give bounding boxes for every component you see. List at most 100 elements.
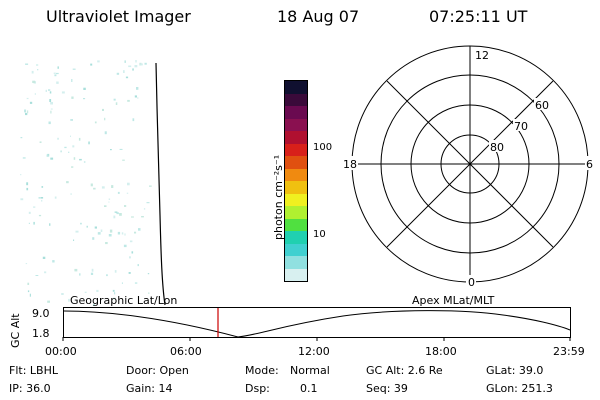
emission-dot xyxy=(20,137,23,139)
emission-dot xyxy=(94,121,97,124)
timeline-ymin: 1.8 xyxy=(32,327,50,340)
emission-dot xyxy=(71,166,74,168)
emission-dot xyxy=(86,225,88,228)
dsp-value: 0.1 xyxy=(300,382,318,395)
emission-dot xyxy=(113,215,116,219)
emission-dot xyxy=(124,60,126,63)
polar-plot: 12 0 18 6 80 70 60 xyxy=(342,45,595,289)
emission-dot xyxy=(101,186,105,189)
emission-dot xyxy=(72,68,76,70)
emission-dot xyxy=(61,91,65,94)
geographic-image-panel xyxy=(20,60,166,306)
emission-dot xyxy=(25,112,28,116)
filter-info: Flt: LBHL xyxy=(9,364,58,377)
emission-dot xyxy=(143,208,146,210)
emission-dot xyxy=(104,131,107,135)
date-label: 18 Aug 07 xyxy=(277,7,360,26)
emission-dot xyxy=(127,182,130,186)
emission-dot xyxy=(114,211,118,213)
emission-dot xyxy=(41,186,44,188)
emission-dot xyxy=(108,234,112,237)
colorbar-tick-10: 10 xyxy=(313,229,326,240)
emission-dot xyxy=(44,271,47,274)
mlt-label-12: 12 xyxy=(475,49,489,62)
emission-dot xyxy=(70,193,72,195)
emission-dot xyxy=(68,298,70,302)
emission-dot xyxy=(108,198,111,200)
colorbar-segment xyxy=(285,231,307,244)
emission-dot xyxy=(50,110,52,114)
emission-dot xyxy=(26,187,29,191)
emission-dot xyxy=(137,97,139,99)
emission-dot xyxy=(66,181,69,184)
emission-dot xyxy=(79,273,81,276)
orbit-altitude-plot xyxy=(62,307,571,341)
emission-dot xyxy=(38,197,41,199)
emission-dot xyxy=(140,63,143,66)
emission-dot xyxy=(64,146,67,149)
geographic-label: Geographic Lat/Lon xyxy=(70,294,178,307)
lat-label-80: 80 xyxy=(490,141,504,154)
time-tick-1: 06:00 xyxy=(170,345,202,358)
colorbar-segment xyxy=(285,268,307,281)
emission-dot xyxy=(88,141,90,145)
colorbar-segment xyxy=(285,256,307,269)
colorbar-segment xyxy=(285,93,307,106)
emission-dot xyxy=(32,80,36,83)
emission-dot xyxy=(71,96,74,99)
ip-info: IP: 36.0 xyxy=(9,382,51,395)
emission-dot xyxy=(117,231,121,235)
emission-dot xyxy=(41,199,43,202)
emission-dot xyxy=(134,95,137,98)
time-label: 07:25:11 UT xyxy=(429,7,528,26)
timeline-ymax: 9.0 xyxy=(32,307,50,320)
emission-dot xyxy=(49,91,52,94)
lat-label-70: 70 xyxy=(514,120,528,133)
emission-dot xyxy=(46,154,49,157)
emission-dot xyxy=(36,64,39,66)
emission-dot xyxy=(129,240,133,243)
emission-dot xyxy=(128,272,131,274)
colorbar-segment xyxy=(285,143,307,156)
emission-dot xyxy=(117,191,120,194)
emission-dot xyxy=(94,226,97,229)
emission-dot xyxy=(52,260,55,263)
emission-dot xyxy=(90,272,94,275)
emission-dot xyxy=(134,65,138,68)
time-tick-4: 23:59 xyxy=(553,345,585,358)
emission-dot xyxy=(47,300,50,303)
emission-dot xyxy=(116,72,120,75)
emission-dot xyxy=(50,108,53,110)
time-tick-3: 18:00 xyxy=(425,345,457,358)
emission-dot xyxy=(124,233,126,236)
emission-dot xyxy=(96,289,99,292)
emission-dot xyxy=(70,119,73,121)
emission-dot xyxy=(26,97,29,100)
emission-dot xyxy=(111,185,114,188)
colorbar-segment xyxy=(285,106,307,119)
emission-dot xyxy=(141,216,144,218)
emission-dot xyxy=(147,273,150,275)
emission-dot xyxy=(29,101,33,104)
emission-dot xyxy=(83,161,86,163)
emission-dot xyxy=(26,182,29,186)
emission-dot xyxy=(132,118,135,122)
emission-dot xyxy=(71,79,73,82)
emission-dot xyxy=(115,102,118,105)
emission-dot xyxy=(72,145,75,148)
polar-diagonal-2 xyxy=(386,80,554,248)
emission-dot xyxy=(97,232,101,235)
emission-dot xyxy=(35,275,39,276)
emission-dot xyxy=(27,110,29,114)
emission-dot xyxy=(60,150,62,153)
emission-dot xyxy=(75,230,79,233)
emission-dot xyxy=(126,192,129,194)
colorbar-segment xyxy=(285,81,307,94)
emission-dot xyxy=(116,212,119,215)
app-title: Ultraviolet Imager xyxy=(46,7,191,26)
emission-dot xyxy=(119,213,122,216)
emission-dot xyxy=(28,211,31,214)
colorbar-segment xyxy=(285,181,307,194)
emission-dot xyxy=(113,297,116,300)
emission-dot xyxy=(31,70,34,74)
